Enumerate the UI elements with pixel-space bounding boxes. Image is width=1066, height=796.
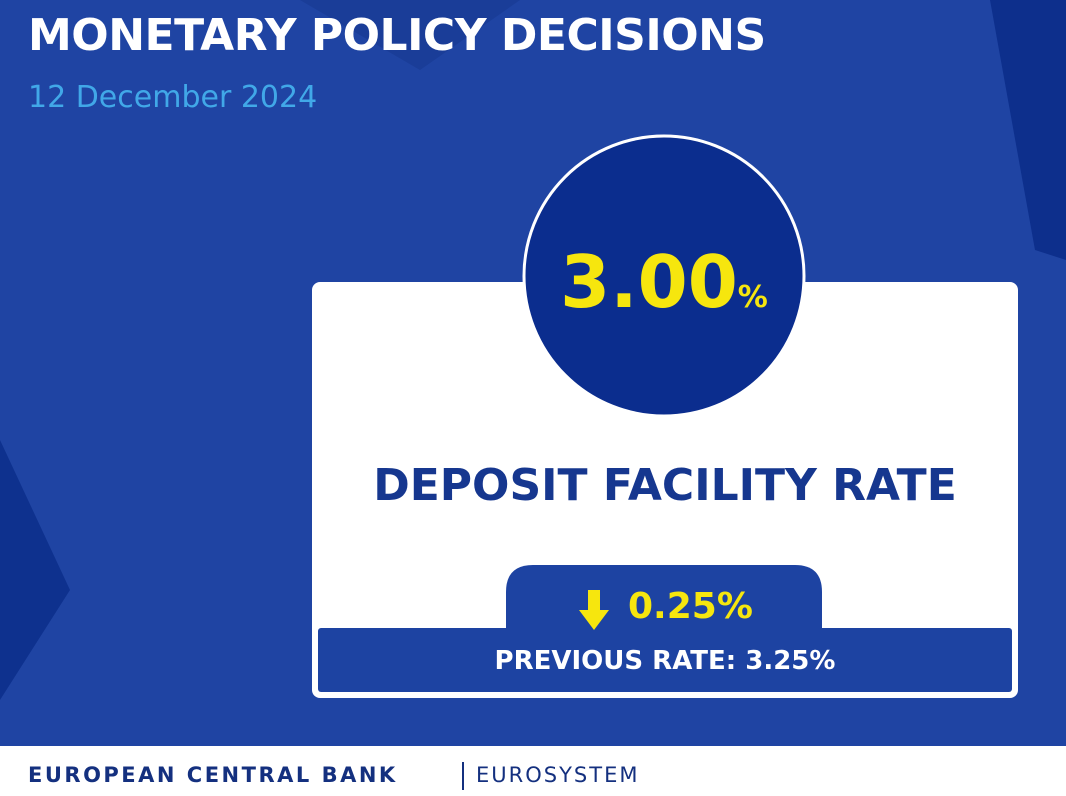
rate-circle [522, 134, 806, 418]
down-arrow [579, 590, 609, 630]
rate-unit: % [737, 280, 768, 315]
rate-change: 0.25% [628, 586, 753, 627]
rate-label: DEPOSIT FACILITY RATE [373, 460, 957, 511]
bg-shape [990, 0, 1066, 260]
card [312, 282, 1018, 698]
rate-value: 3.00 [560, 240, 738, 324]
rate: 3.00% [524, 240, 804, 324]
system: EUROSYSTEM [476, 763, 640, 787]
bg-shape [0, 0, 520, 70]
date: 12 December 2024 [28, 80, 318, 115]
organization: EUROPEAN CENTRAL BANK [28, 763, 398, 787]
title: MONETARY POLICY DECISIONS [28, 10, 766, 61]
separator-line [462, 762, 464, 790]
bg-shape [0, 440, 70, 700]
previous-bar [318, 628, 1012, 692]
separator [462, 762, 464, 790]
footer [0, 746, 1066, 796]
previous-rate: PREVIOUS RATE: 3.25% [494, 646, 836, 676]
